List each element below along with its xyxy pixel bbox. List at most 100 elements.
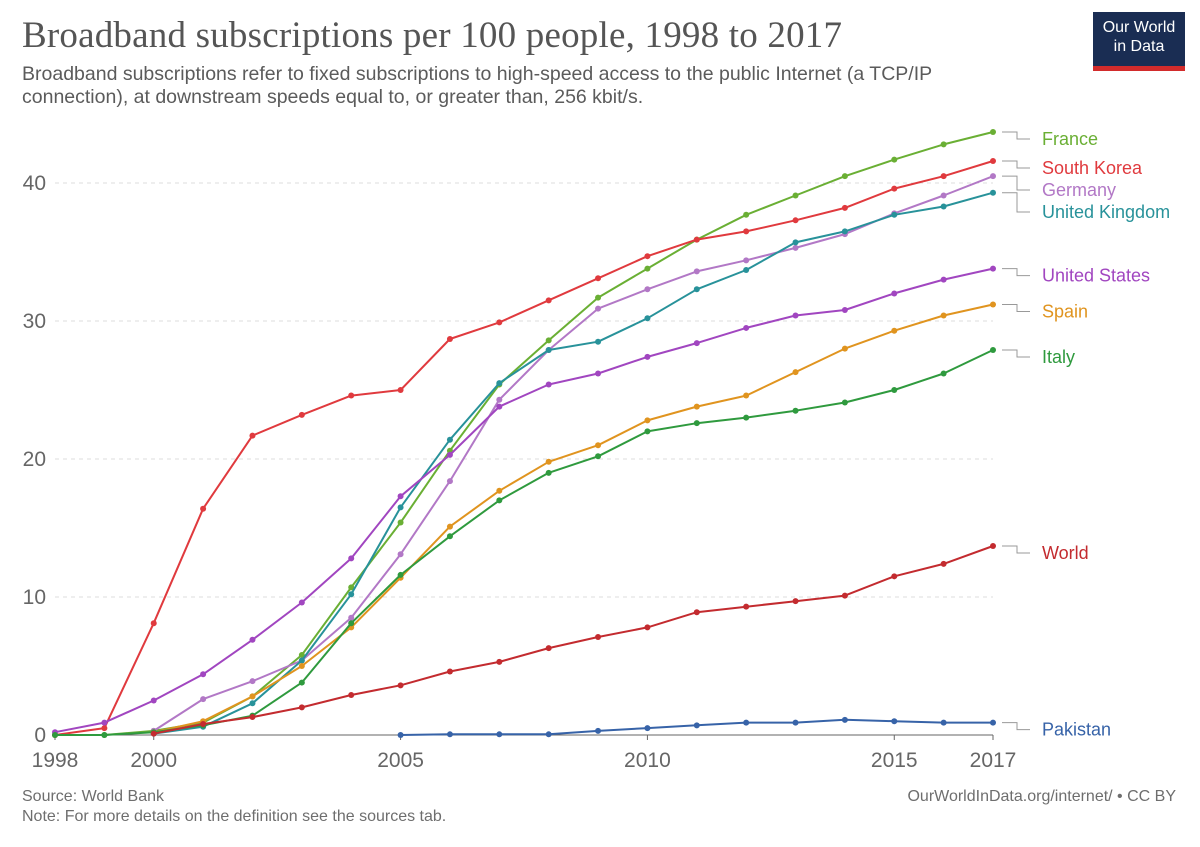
data-point[interactable]: [792, 312, 799, 319]
data-point[interactable]: [743, 228, 750, 235]
data-point[interactable]: [298, 411, 305, 418]
data-point[interactable]: [348, 620, 355, 627]
data-point[interactable]: [990, 129, 996, 135]
data-point[interactable]: [841, 307, 848, 314]
data-point[interactable]: [940, 312, 947, 319]
data-point[interactable]: [348, 691, 355, 698]
data-point[interactable]: [693, 609, 700, 616]
data-point[interactable]: [792, 192, 799, 199]
data-point[interactable]: [940, 173, 947, 180]
data-point[interactable]: [298, 663, 305, 670]
data-point[interactable]: [200, 696, 207, 703]
data-point[interactable]: [595, 634, 602, 641]
data-point[interactable]: [792, 369, 799, 376]
series-south-korea[interactable]: [52, 157, 996, 738]
data-point[interactable]: [792, 407, 799, 414]
data-point[interactable]: [200, 671, 207, 678]
series-label[interactable]: Germany: [1042, 180, 1116, 200]
data-point[interactable]: [101, 725, 108, 732]
data-point[interactable]: [743, 719, 750, 726]
data-point[interactable]: [397, 732, 404, 738]
data-point[interactable]: [693, 420, 700, 427]
data-point[interactable]: [446, 533, 453, 540]
data-point[interactable]: [841, 204, 848, 211]
data-point[interactable]: [496, 403, 503, 410]
series-united-kingdom[interactable]: [150, 189, 996, 737]
data-point[interactable]: [200, 720, 207, 727]
data-point[interactable]: [348, 614, 355, 621]
data-point[interactable]: [990, 542, 996, 549]
data-point[interactable]: [397, 571, 404, 578]
data-point[interactable]: [52, 732, 58, 738]
data-point[interactable]: [397, 519, 404, 526]
data-point[interactable]: [446, 335, 453, 342]
data-point[interactable]: [644, 353, 651, 360]
data-point[interactable]: [644, 725, 651, 732]
data-point[interactable]: [545, 731, 552, 738]
data-point[interactable]: [298, 704, 305, 711]
data-point[interactable]: [595, 338, 602, 345]
data-point[interactable]: [595, 442, 602, 449]
data-point[interactable]: [990, 719, 996, 726]
data-point[interactable]: [693, 286, 700, 293]
data-point[interactable]: [249, 678, 256, 685]
data-point[interactable]: [841, 399, 848, 406]
series-line[interactable]: [153, 191, 994, 735]
data-point[interactable]: [397, 493, 404, 500]
data-point[interactable]: [693, 236, 700, 243]
series-line[interactable]: [153, 175, 994, 732]
data-point[interactable]: [891, 718, 898, 725]
data-point[interactable]: [693, 722, 700, 729]
data-point[interactable]: [792, 598, 799, 605]
data-point[interactable]: [891, 327, 898, 334]
data-point[interactable]: [595, 275, 602, 282]
data-point[interactable]: [545, 458, 552, 465]
data-point[interactable]: [446, 523, 453, 530]
data-point[interactable]: [298, 599, 305, 606]
data-point[interactable]: [298, 651, 305, 658]
data-point[interactable]: [200, 505, 207, 512]
series-line[interactable]: [153, 303, 994, 734]
data-point[interactable]: [249, 693, 256, 700]
data-point[interactable]: [990, 347, 996, 354]
data-point[interactable]: [595, 727, 602, 734]
data-point[interactable]: [348, 555, 355, 562]
data-point[interactable]: [496, 487, 503, 494]
data-point[interactable]: [595, 294, 602, 301]
data-point[interactable]: [891, 387, 898, 394]
data-point[interactable]: [446, 451, 453, 458]
data-point[interactable]: [348, 584, 355, 591]
data-point[interactable]: [990, 265, 996, 272]
data-point[interactable]: [496, 497, 503, 504]
data-point[interactable]: [249, 714, 256, 721]
data-point[interactable]: [595, 305, 602, 312]
data-point[interactable]: [545, 337, 552, 344]
series-line[interactable]: [153, 545, 994, 735]
data-point[interactable]: [891, 211, 898, 218]
data-point[interactable]: [545, 381, 552, 388]
series-label[interactable]: World: [1042, 543, 1089, 563]
data-point[interactable]: [990, 173, 996, 180]
series-line[interactable]: [54, 267, 994, 734]
data-point[interactable]: [841, 345, 848, 352]
data-point[interactable]: [397, 504, 404, 511]
data-point[interactable]: [644, 265, 651, 272]
data-point[interactable]: [940, 370, 947, 377]
data-point[interactable]: [446, 731, 453, 738]
series-world[interactable]: [150, 542, 996, 737]
data-point[interactable]: [841, 716, 848, 723]
data-point[interactable]: [496, 319, 503, 326]
data-point[interactable]: [792, 239, 799, 246]
data-point[interactable]: [743, 324, 750, 331]
data-point[interactable]: [693, 268, 700, 275]
owid-logo[interactable]: Our World in Data: [1093, 12, 1185, 71]
data-point[interactable]: [101, 719, 108, 726]
series-pakistan[interactable]: [397, 716, 996, 738]
series-label[interactable]: France: [1042, 129, 1098, 149]
data-point[interactable]: [446, 668, 453, 675]
data-point[interactable]: [891, 290, 898, 297]
data-point[interactable]: [644, 624, 651, 631]
series-label[interactable]: United Kingdom: [1042, 202, 1170, 222]
series-label[interactable]: Spain: [1042, 301, 1088, 321]
data-point[interactable]: [990, 157, 996, 164]
